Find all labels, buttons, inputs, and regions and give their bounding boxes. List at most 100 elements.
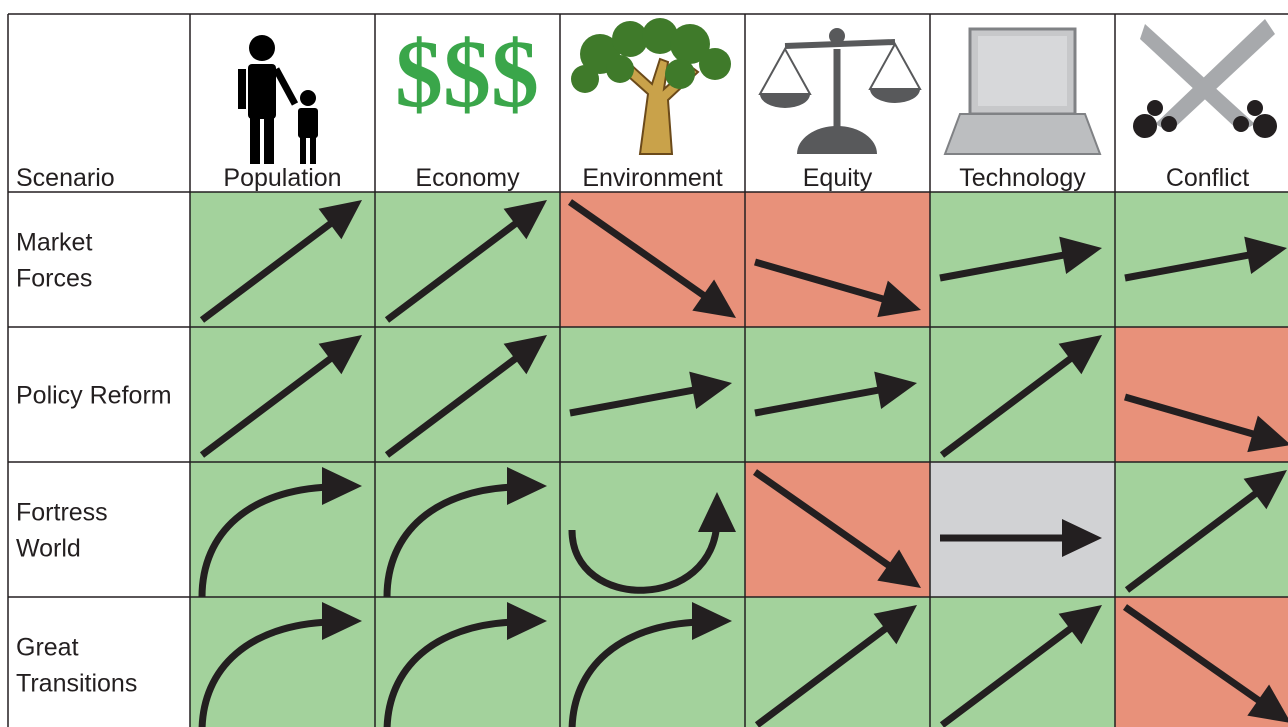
arrow-head — [507, 602, 547, 640]
header-icon — [238, 35, 318, 164]
trend-arrow — [199, 200, 362, 323]
column-header: Population — [223, 164, 341, 192]
arrow-shaft — [1124, 250, 1259, 282]
icon-part — [1147, 100, 1163, 116]
arrow-shaft — [384, 350, 526, 458]
arrow-head — [1247, 415, 1288, 453]
trend-arrow — [568, 492, 736, 594]
arrow-head — [1247, 684, 1288, 723]
icon-part — [670, 24, 710, 64]
arrow-head — [503, 335, 547, 375]
trend-arrow — [1124, 393, 1288, 453]
header-icon: $$$ — [395, 20, 539, 127]
icon-part — [272, 67, 299, 106]
icon-part — [642, 18, 678, 54]
icon-part — [943, 113, 1102, 155]
icon-part — [248, 64, 276, 119]
arrow-head — [877, 549, 921, 588]
trend-arrow — [1124, 236, 1287, 282]
trend-arrow — [939, 236, 1102, 282]
icon-part — [264, 114, 274, 164]
icon-part — [829, 28, 845, 44]
column-header: Equity — [803, 164, 873, 192]
icon-part — [238, 69, 246, 109]
arrow-shaft — [752, 469, 899, 574]
trend-arrow — [1124, 470, 1287, 593]
icon-part — [699, 48, 731, 80]
arrow-head — [1244, 236, 1287, 274]
trend-arrow — [569, 371, 732, 417]
arrow-shaft — [383, 483, 516, 598]
row-label: World — [16, 535, 81, 563]
arrow-shaft — [568, 618, 701, 727]
icon-part — [310, 134, 316, 164]
row-label: Transitions — [16, 670, 137, 698]
icon-part — [300, 134, 306, 164]
icon-part — [250, 114, 260, 164]
arrow-head — [874, 371, 917, 409]
arrow-head — [322, 467, 362, 505]
arrow-head — [318, 335, 362, 375]
trend-arrow — [754, 258, 921, 318]
trend-arrow — [199, 335, 362, 458]
trend-arrow — [752, 469, 921, 588]
arrow-head — [1059, 236, 1102, 274]
icon-part — [300, 90, 316, 106]
column-header: Scenario — [16, 164, 115, 192]
arrow-shaft — [939, 250, 1074, 282]
trend-arrow — [939, 335, 1102, 458]
icon-part — [797, 126, 877, 154]
column-header: Environment — [582, 164, 722, 192]
header-icon — [758, 28, 922, 154]
arrow-head — [692, 279, 736, 318]
icon-part — [784, 39, 896, 49]
trend-arrow — [568, 602, 732, 727]
arrow-shaft — [1124, 393, 1264, 441]
arrow-head — [1058, 605, 1102, 645]
column-header: Conflict — [1166, 164, 1249, 192]
icon-part — [298, 108, 318, 138]
row-label: Market — [16, 229, 92, 257]
row-label: Policy Reform — [16, 382, 172, 410]
trend-arrow — [383, 467, 547, 598]
economy-icon: $$$ — [395, 20, 539, 127]
icon-part — [1247, 100, 1263, 116]
trend-arrow — [939, 605, 1102, 727]
icon-part — [1233, 116, 1249, 132]
arrow-shaft — [754, 258, 894, 306]
arrow-shaft — [384, 215, 526, 323]
arrow-shaft — [754, 620, 896, 727]
trend-arrow — [384, 200, 547, 323]
arrow-head — [507, 467, 547, 505]
arrow-head — [689, 371, 732, 409]
arrow-shaft — [199, 350, 341, 458]
column-header: Economy — [415, 164, 520, 192]
arrow-shaft — [198, 618, 331, 727]
arrow-head — [692, 602, 732, 640]
trend-arrow — [383, 602, 547, 727]
header-icon — [943, 27, 1102, 155]
icon-part — [1140, 24, 1255, 132]
arrow-shaft — [569, 385, 704, 417]
icon-part — [1133, 114, 1157, 138]
trend-arrow — [1122, 604, 1288, 723]
arrow-head — [1058, 335, 1102, 375]
trend-arrow — [198, 602, 362, 727]
icon-part — [978, 36, 1067, 106]
header-icon — [571, 18, 731, 155]
icon-part — [612, 21, 648, 57]
trend-arrow — [754, 605, 917, 727]
row-label: Great — [16, 634, 79, 662]
icon-part — [249, 35, 275, 61]
trend-arrow — [567, 199, 736, 318]
arrow-head — [322, 602, 362, 640]
arrow-shaft — [939, 350, 1081, 458]
arrow-shaft — [198, 483, 331, 598]
trend-arrow — [940, 519, 1102, 557]
trend-arrow — [384, 335, 547, 458]
arrow-head — [503, 200, 547, 240]
row-label: Forces — [16, 265, 92, 293]
arrow-shaft — [939, 620, 1081, 727]
arrow-head — [698, 492, 736, 532]
